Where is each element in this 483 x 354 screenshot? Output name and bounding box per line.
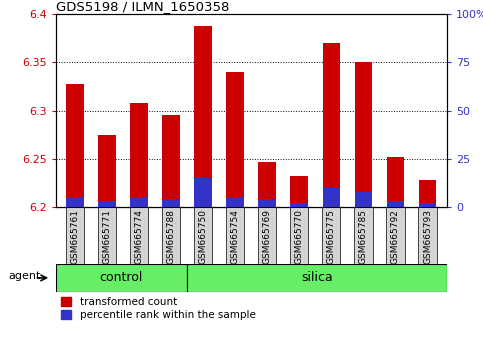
Text: GSM665793: GSM665793 [423,209,432,264]
Bar [130,198,148,207]
Bar [194,207,212,264]
Bar [98,201,115,207]
Bar [162,115,180,207]
Text: GSM665788: GSM665788 [167,209,175,264]
Text: GSM665792: GSM665792 [391,209,400,264]
Bar [66,198,84,207]
Text: silica: silica [301,272,333,284]
Text: agent: agent [8,272,41,281]
Bar [258,199,276,207]
Bar [98,207,116,264]
Bar [98,135,115,207]
Bar [290,203,308,207]
Text: GSM665750: GSM665750 [199,209,208,264]
Bar [387,157,404,207]
Bar [258,162,276,207]
Bar [290,207,309,264]
Bar [194,26,212,207]
Bar [226,207,244,264]
Bar [322,207,341,264]
Bar [290,176,308,207]
Bar [227,72,244,207]
Bar [227,198,244,207]
Bar [355,192,372,207]
Bar [386,207,405,264]
Bar [418,207,437,264]
Bar [162,199,180,207]
Text: GSM665754: GSM665754 [230,209,240,264]
Text: GSM665769: GSM665769 [263,209,272,264]
Bar [130,103,148,207]
Bar [162,207,180,264]
Bar [323,43,340,207]
Text: control: control [99,272,143,284]
Legend: transformed count, percentile rank within the sample: transformed count, percentile rank withi… [61,297,256,320]
Bar [419,203,436,207]
Bar [56,264,187,292]
Text: GSM665761: GSM665761 [71,209,79,264]
Text: GSM665775: GSM665775 [327,209,336,264]
Bar [194,178,212,207]
Bar [66,207,84,264]
Bar [130,207,148,264]
Text: GSM665785: GSM665785 [359,209,368,264]
Bar [387,201,404,207]
Text: GSM665774: GSM665774 [134,209,143,264]
Bar [66,84,84,207]
Text: GSM665770: GSM665770 [295,209,304,264]
Bar [354,207,372,264]
Bar [258,207,276,264]
Bar [355,62,372,207]
Bar [323,188,340,207]
Text: GDS5198 / ILMN_1650358: GDS5198 / ILMN_1650358 [56,0,229,13]
Text: GSM665771: GSM665771 [102,209,112,264]
Bar [187,264,447,292]
Bar [419,180,436,207]
